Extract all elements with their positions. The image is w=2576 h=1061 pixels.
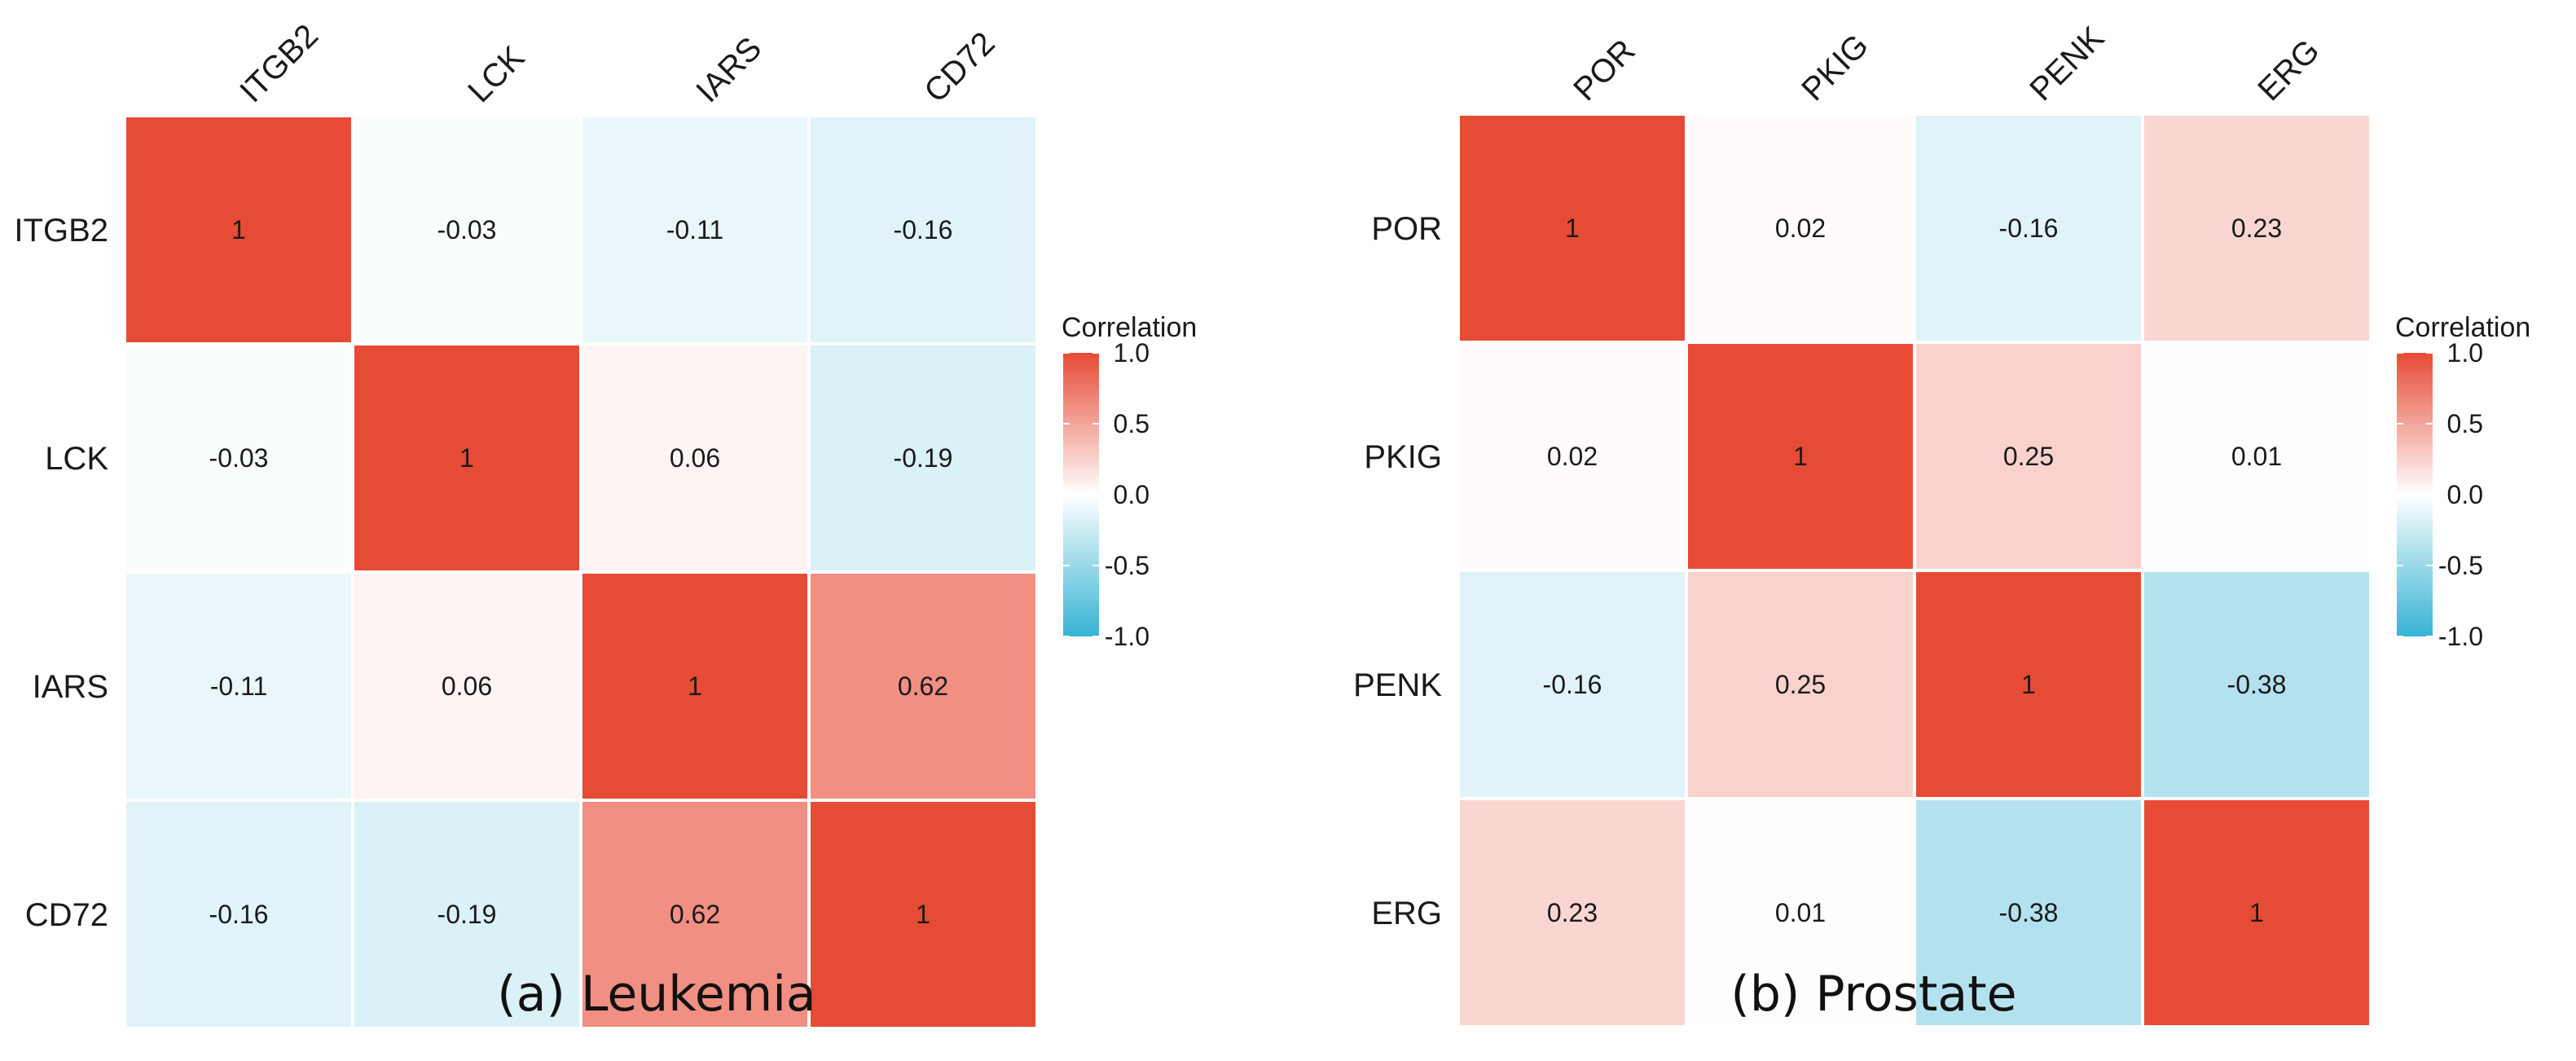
prostate-cell-PENK-ERG (2141, 569, 2372, 800)
prostate-value-label: 0.01 (2231, 442, 2282, 471)
prostate-value-label: 0.25 (2003, 442, 2054, 471)
prostate-value-label: -0.38 (2227, 670, 2287, 699)
prostate-cell-POR-PENK (1913, 112, 2144, 344)
leukemia-cell-IARS-LCK (351, 570, 582, 802)
prostate-value-label: 1 (2249, 898, 2264, 927)
leukemia-column-label: ITGB2 (233, 18, 325, 110)
leukemia-value-label: -0.03 (437, 215, 497, 244)
leukemia-value-label: -0.11 (210, 671, 268, 701)
leukemia-value-label: 0.62 (898, 671, 948, 701)
leukemia-value-label: 1 (459, 443, 474, 473)
prostate-legend-tick-label: 1.0 (2447, 338, 2483, 368)
prostate-row-label: ERG (1371, 896, 1442, 931)
leukemia-row-label: CD72 (25, 897, 108, 933)
leukemia-value-label: -0.16 (209, 900, 269, 929)
leukemia-column-label: LCK (461, 39, 531, 109)
caption-prostate: (b) Prostate (1730, 966, 2017, 1023)
leukemia-column-label: IARS (689, 30, 768, 109)
leukemia-value-label: 0.62 (670, 900, 720, 929)
prostate-column-label: PKIG (1795, 28, 1875, 108)
leukemia-cell-LCK-CD72 (807, 342, 1039, 574)
prostate-row-label: POR (1371, 211, 1442, 247)
leukemia-value-label: -0.16 (894, 215, 953, 244)
leukemia-column-label: CD72 (917, 25, 1001, 109)
prostate-cell-POR-POR (1457, 112, 1688, 344)
prostate-value-label: 1 (1565, 214, 1580, 243)
leukemia-value-label: -0.19 (894, 443, 953, 473)
prostate-legend-tick-label: -0.5 (2438, 551, 2483, 580)
prostate-value-label: -0.38 (1999, 898, 2059, 927)
prostate-value-label: 1 (1793, 442, 1808, 471)
leukemia-cell-CD72-ITGB2 (123, 799, 354, 1030)
prostate-value-label: -0.16 (1543, 670, 1602, 699)
leukemia-cell-ITGB2-CD72 (807, 114, 1039, 346)
prostate-value-label: 1 (2021, 670, 2036, 699)
prostate-column-label: PENK (2023, 20, 2111, 108)
leukemia-cell-ITGB2-IARS (579, 114, 811, 346)
leukemia-legend-tick-label: -0.5 (1105, 551, 1150, 580)
prostate-cell-PENK-PKIG (1685, 569, 1916, 800)
prostate-row-label: PKIG (1364, 439, 1442, 475)
prostate-cell-PKIG-POR (1457, 341, 1688, 572)
leukemia-legend-tick-label: 0.5 (1114, 409, 1150, 438)
prostate-cell-PKIG-PKIG (1685, 341, 1916, 572)
leukemia-value-label: 1 (231, 215, 246, 244)
leukemia-value-label: 0.06 (670, 443, 720, 473)
leukemia-legend-tick-label: 1.0 (1114, 338, 1150, 368)
prostate-legend-tick-label: 0.0 (2447, 480, 2483, 509)
prostate-column-label: POR (1567, 33, 1642, 108)
leukemia-value-label: -0.11 (666, 215, 724, 244)
prostate-cell-PKIG-ERG (2141, 341, 2372, 572)
prostate-value-label: 0.23 (2231, 214, 2282, 243)
leukemia-cell-LCK-LCK (351, 342, 582, 574)
leukemia-legend-tick-label: 0.0 (1114, 480, 1150, 509)
prostate-cell-PENK-PENK (1913, 569, 2144, 800)
leukemia-value-label: -0.19 (437, 900, 497, 929)
prostate-cell-ERG-ERG (2141, 797, 2372, 1028)
prostate-value-label: 0.02 (1775, 214, 1826, 243)
leukemia-cell-ITGB2-ITGB2 (123, 114, 354, 346)
prostate-value-label: -0.16 (1999, 214, 2059, 243)
leukemia-legend-title: Correlation (1062, 312, 1197, 343)
leukemia-legend-tick-label: -1.0 (1105, 622, 1150, 651)
prostate-cell-PKIG-PENK (1913, 341, 2144, 572)
leukemia-row-label: ITGB2 (14, 213, 108, 249)
leukemia-cell-CD72-LCK (351, 799, 582, 1030)
leukemia-value-label: 0.06 (442, 671, 492, 701)
leukemia-row-label: LCK (45, 441, 108, 477)
leukemia-cell-CD72-CD72 (807, 799, 1039, 1030)
prostate-legend-title: Correlation (2395, 312, 2530, 343)
prostate-column-label: ERG (2251, 33, 2326, 108)
leukemia-value-label: -0.03 (209, 443, 269, 473)
prostate-cell-POR-PKIG (1685, 112, 1916, 344)
prostate-value-label: 0.25 (1775, 670, 1826, 699)
leukemia-row-label: IARS (33, 669, 108, 705)
prostate-legend-tick-label: 0.5 (2447, 409, 2483, 438)
prostate-cell-POR-ERG (2141, 112, 2372, 344)
leukemia-value-label: 1 (916, 900, 930, 929)
prostate-row-label: PENK (1353, 667, 1442, 703)
leukemia-value-label: 1 (688, 671, 702, 701)
prostate-legend-tick-label: -1.0 (2438, 622, 2483, 651)
prostate-value-label: 0.01 (1775, 898, 1826, 927)
leukemia-cell-IARS-CD72 (807, 570, 1039, 802)
leukemia-cell-ITGB2-LCK (351, 114, 582, 346)
prostate-value-label: 0.23 (1547, 898, 1598, 927)
caption-leukemia: (a) Leukemia (497, 966, 816, 1023)
prostate-cell-ERG-PKIG (1685, 797, 1916, 1028)
prostate-value-label: 0.02 (1547, 442, 1598, 471)
